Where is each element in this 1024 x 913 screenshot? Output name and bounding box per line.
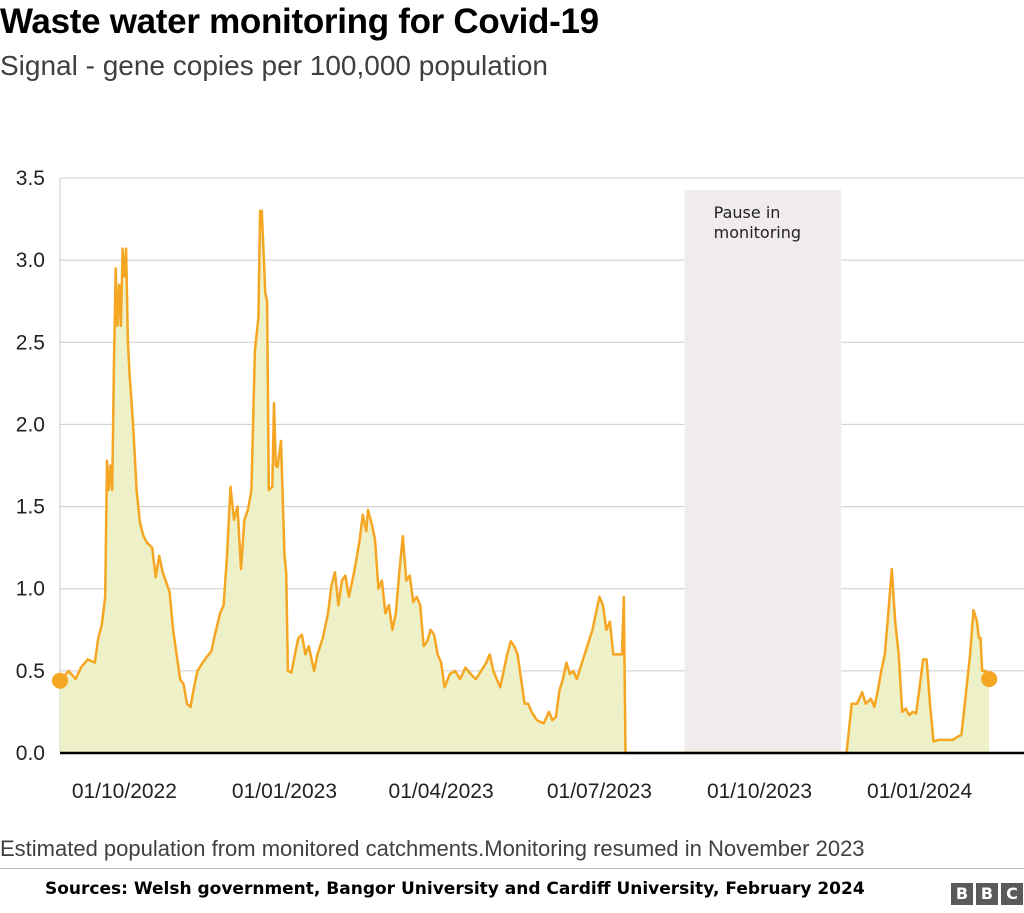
series-line <box>59 209 991 755</box>
bbc-logo-letter: B <box>951 883 973 905</box>
x-tick-label: 01/01/2024 <box>867 780 972 803</box>
area-layer <box>52 209 998 755</box>
end-point <box>981 671 998 688</box>
y-tick-label: 1.0 <box>16 578 45 601</box>
y-tick-label: 2.0 <box>16 413 45 436</box>
y-tick-label: 0.5 <box>16 660 45 683</box>
y-tick-label: 3.5 <box>16 167 45 190</box>
x-tick-label: 01/10/2022 <box>72 780 177 803</box>
chart-subtitle: Signal - gene copies per 100,000 populat… <box>0 50 548 81</box>
footer-divider <box>0 868 1024 869</box>
pause-region <box>684 190 842 753</box>
x-axis-labels: 01/10/2022 01/01/2023 01/04/2023 01/07/2023… <box>72 780 973 803</box>
x-tick-label: 01/01/2023 <box>232 780 337 803</box>
pause-label: Pause in <box>714 203 781 222</box>
y-tick-label: 1.5 <box>16 496 45 519</box>
series-area <box>60 210 990 753</box>
source-text: Sources: Welsh government, Bangor Univer… <box>45 879 865 899</box>
y-axis-labels: 0.0 0.5 1.0 1.5 2.0 2.5 3.0 3.5 <box>16 167 45 765</box>
start-point <box>52 672 68 689</box>
bbc-logo-letter: B <box>976 883 998 905</box>
y-tick-label: 3.0 <box>16 249 45 272</box>
chart-title: Waste water monitoring for Covid-19 <box>0 2 599 41</box>
grid-lines <box>59 177 1024 753</box>
y-tick-label: 2.5 <box>16 331 45 354</box>
bbc-logo: B B C <box>951 883 1023 905</box>
x-tick-label: 01/04/2023 <box>389 780 494 803</box>
pause-label: monitoring <box>714 223 801 242</box>
x-tick-label: 01/10/2023 <box>707 780 812 803</box>
bbc-logo-letter: C <box>1001 883 1023 905</box>
x-tick-label: 01/07/2023 <box>547 780 652 803</box>
y-tick-label: 0.0 <box>16 742 45 765</box>
footnote: Estimated population from monitored catc… <box>0 836 865 861</box>
